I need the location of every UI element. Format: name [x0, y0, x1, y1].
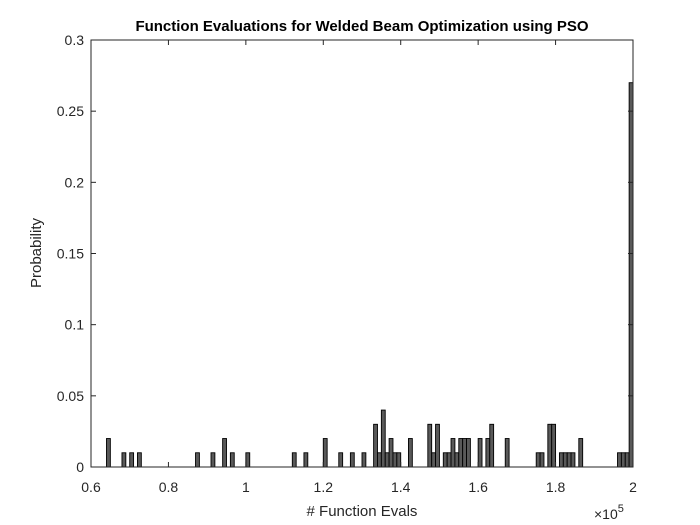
- histogram-bar: [504, 438, 510, 468]
- y-axis-label: Probability: [28, 217, 45, 288]
- histogram-bar: [245, 452, 251, 468]
- histogram-bar: [229, 452, 235, 468]
- histogram-bar: [450, 438, 456, 468]
- histogram-bar: [466, 438, 471, 468]
- histogram-bar: [477, 438, 483, 468]
- histogram-bar: [539, 452, 545, 468]
- histogram-bar: [427, 423, 433, 468]
- histogram-bar: [446, 452, 452, 468]
- histogram-bar: [617, 452, 622, 468]
- histogram-bar: [222, 438, 227, 468]
- histogram-bar: [578, 438, 584, 468]
- bars-group: [106, 82, 634, 468]
- y-tick-label: 0.2: [65, 174, 85, 190]
- axes-group: 0.6 0.8 1 1.2 1.4 1.6 1.8 2 0 0.05 0.1 0.15 0.2 0.25 0…: [57, 32, 637, 495]
- y-tick-label: 0: [76, 459, 84, 475]
- x-tick-label: 1.2: [314, 479, 334, 495]
- x-tick-label: 2: [629, 479, 637, 495]
- x-tick-label: 0.6: [81, 479, 101, 495]
- histogram-bar: [535, 452, 541, 468]
- histogram-bar: [628, 82, 634, 468]
- x-axis-label: # Function Evals: [307, 503, 418, 520]
- histogram-bar: [435, 423, 440, 468]
- plot-area: [91, 40, 633, 467]
- histogram-bar: [442, 452, 448, 468]
- histogram-bar: [210, 452, 216, 468]
- histogram-bar: [338, 452, 344, 468]
- histogram-bar: [408, 438, 413, 468]
- histogram-bar: [195, 452, 200, 468]
- histogram-bar: [570, 452, 576, 468]
- histogram-bar: [373, 423, 378, 468]
- x-tick-label: 1.6: [468, 479, 488, 495]
- histogram-bar: [121, 452, 127, 468]
- histogram-bar: [349, 452, 355, 468]
- histogram-bar: [291, 452, 297, 468]
- histogram-bar: [377, 452, 382, 468]
- histogram-bar: [384, 452, 390, 468]
- histogram-bar: [485, 438, 491, 468]
- histogram-bar: [558, 452, 564, 468]
- histogram-bar: [106, 438, 111, 468]
- histogram-bar: [462, 438, 467, 468]
- histogram-bar: [620, 452, 626, 468]
- histogram-bar: [396, 452, 402, 468]
- chart-title: Function Evaluations for Welded Beam Opt…: [135, 18, 588, 35]
- y-tick-label: 0.15: [57, 246, 84, 262]
- x-tick-label: 0.8: [159, 479, 179, 495]
- x-tick-label: 1: [242, 479, 250, 495]
- histogram-bar: [624, 452, 630, 468]
- histogram-bar: [361, 452, 367, 468]
- y-tick-label: 0.25: [57, 103, 84, 119]
- histogram-bar: [129, 452, 135, 468]
- x-exponent-label: ×105: [594, 503, 624, 522]
- histogram-bar: [458, 438, 464, 468]
- histogram-bar: [562, 452, 568, 468]
- x-exponent-base: ×10: [594, 506, 618, 522]
- histogram-bar: [489, 423, 495, 468]
- y-tick-label: 0.05: [57, 388, 84, 404]
- x-exponent-power: 5: [618, 503, 624, 515]
- histogram-bar: [388, 438, 394, 468]
- histogram-bar: [322, 438, 328, 468]
- histogram-bar: [431, 452, 437, 468]
- histogram-bar: [380, 409, 386, 468]
- histogram-bar: [547, 423, 553, 468]
- histogram-bar: [303, 452, 309, 468]
- x-tick-label: 1.4: [391, 479, 411, 495]
- y-tick-label: 0.1: [65, 317, 85, 333]
- y-tick-label: 0.3: [65, 32, 85, 48]
- histogram-bar: [551, 423, 557, 468]
- histogram-bar: [454, 452, 460, 468]
- histogram-bar: [137, 452, 142, 468]
- histogram-bar: [392, 452, 398, 468]
- x-tick-label: 1.8: [546, 479, 566, 495]
- histogram-bar: [566, 452, 572, 468]
